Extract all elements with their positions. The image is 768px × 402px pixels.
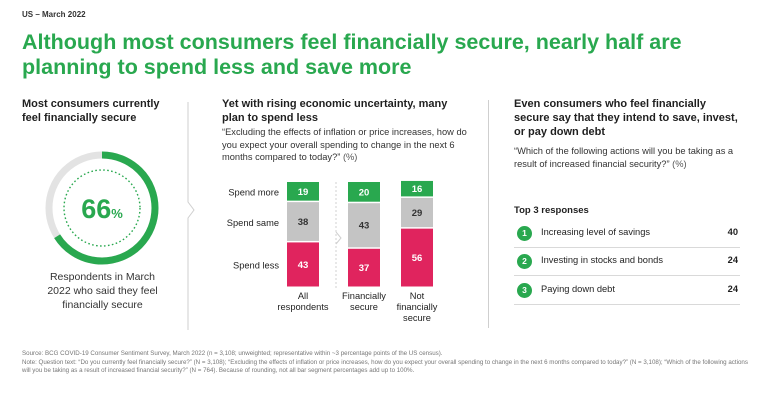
series-label-2: Spend same [227,218,279,228]
series-label-3: Spend more [228,188,279,198]
top3-title: Top 3 responses [514,205,589,216]
footnote: Note: Question text: “Do you currently f… [22,358,748,375]
col1-title: Most consumers currently feel financiall… [22,98,160,124]
col2-title: Yet with rising economic uncertainty, ma… [222,98,448,124]
response-value-3: 24 [727,284,738,294]
bar-value-label-2-2: 43 [359,221,370,232]
bar-segment-3-2 [401,197,433,228]
response-number-2: 2 [517,254,532,269]
response-value-2: 24 [727,255,738,265]
response-label-2: Investing in stocks and bonds [541,255,663,265]
bar-segment-1-2 [287,202,319,241]
col2-question: “Excluding the effects of inflation or p… [222,127,467,162]
column-divider-1 [187,102,195,330]
category-label-1-line-2: respondents [277,302,329,312]
bar-segment-1-3 [287,182,319,201]
series-label-1: Spend less [233,261,279,271]
response-value-1: 40 [727,227,738,237]
bar-segment-2-2 [348,203,380,248]
category-label-2-line-2: secure [350,302,378,312]
bar-segment-1-1 [287,242,319,287]
category-label-3-line-1: Not [410,291,425,301]
bar-value-label-1-1: 43 [298,260,309,271]
bar-value-label-2-3: 20 [359,187,370,198]
bar-value-label-3-3: 16 [412,184,423,195]
separator-arrow [335,231,342,245]
response-row-3: 3 Paying down debt 24 [514,279,740,305]
col3-title: Even consumers who feel financially secu… [514,98,738,138]
category-label-3-line-2: financially [397,302,438,312]
category-label-3-line-3: secure [403,313,431,323]
stacked-bar-chart: Spend less Spend same Spend more 43 38 19 Allr… [227,180,438,323]
ring-value: 66 [81,194,111,224]
col2-unit: (%) [342,152,358,162]
response-label-3: Paying down debt [541,284,615,294]
bar-segment-2-1 [348,248,380,287]
response-row-2: 2 Investing in stocks and bonds 24 [514,250,740,276]
category-label-2-line-1: Financially [342,291,386,301]
ring-progress-arc [45,151,159,265]
eyebrow: US – March 2022 [22,10,86,19]
bar-value-label-3-1: 56 [412,253,423,264]
column-divider-2 [488,100,489,328]
svg-text:66%: 66% [81,194,123,224]
bar-value-label-1-2: 38 [298,217,309,228]
bar-value-label-1-3: 19 [298,187,309,198]
ring-chart: 66% [45,151,159,265]
bar-segment-3-1 [401,228,433,287]
response-number-3: 3 [517,283,532,298]
source-note: Source: BCG COVID-19 Consumer Sentiment … [22,350,443,357]
response-row-1: 1 Increasing level of savings 40 [514,222,740,248]
response-label-1: Increasing level of savings [541,227,651,237]
ring-unit: % [111,206,123,221]
bar-segment-2-3 [348,182,380,202]
bar-value-label-3-2: 29 [412,208,423,219]
bar-value-label-2-1: 37 [359,263,370,274]
col3-question: “Which of the following actions will you… [514,146,734,169]
page-title: Although most consumers feel financially… [22,30,682,79]
col3-unit: (%) [672,158,687,169]
bar-segment-3-3 [401,180,433,197]
category-label-1-line-1: All [298,291,308,301]
response-number-1: 1 [517,226,532,241]
ring-caption: Respondents in March 2022 who said they … [47,271,158,311]
